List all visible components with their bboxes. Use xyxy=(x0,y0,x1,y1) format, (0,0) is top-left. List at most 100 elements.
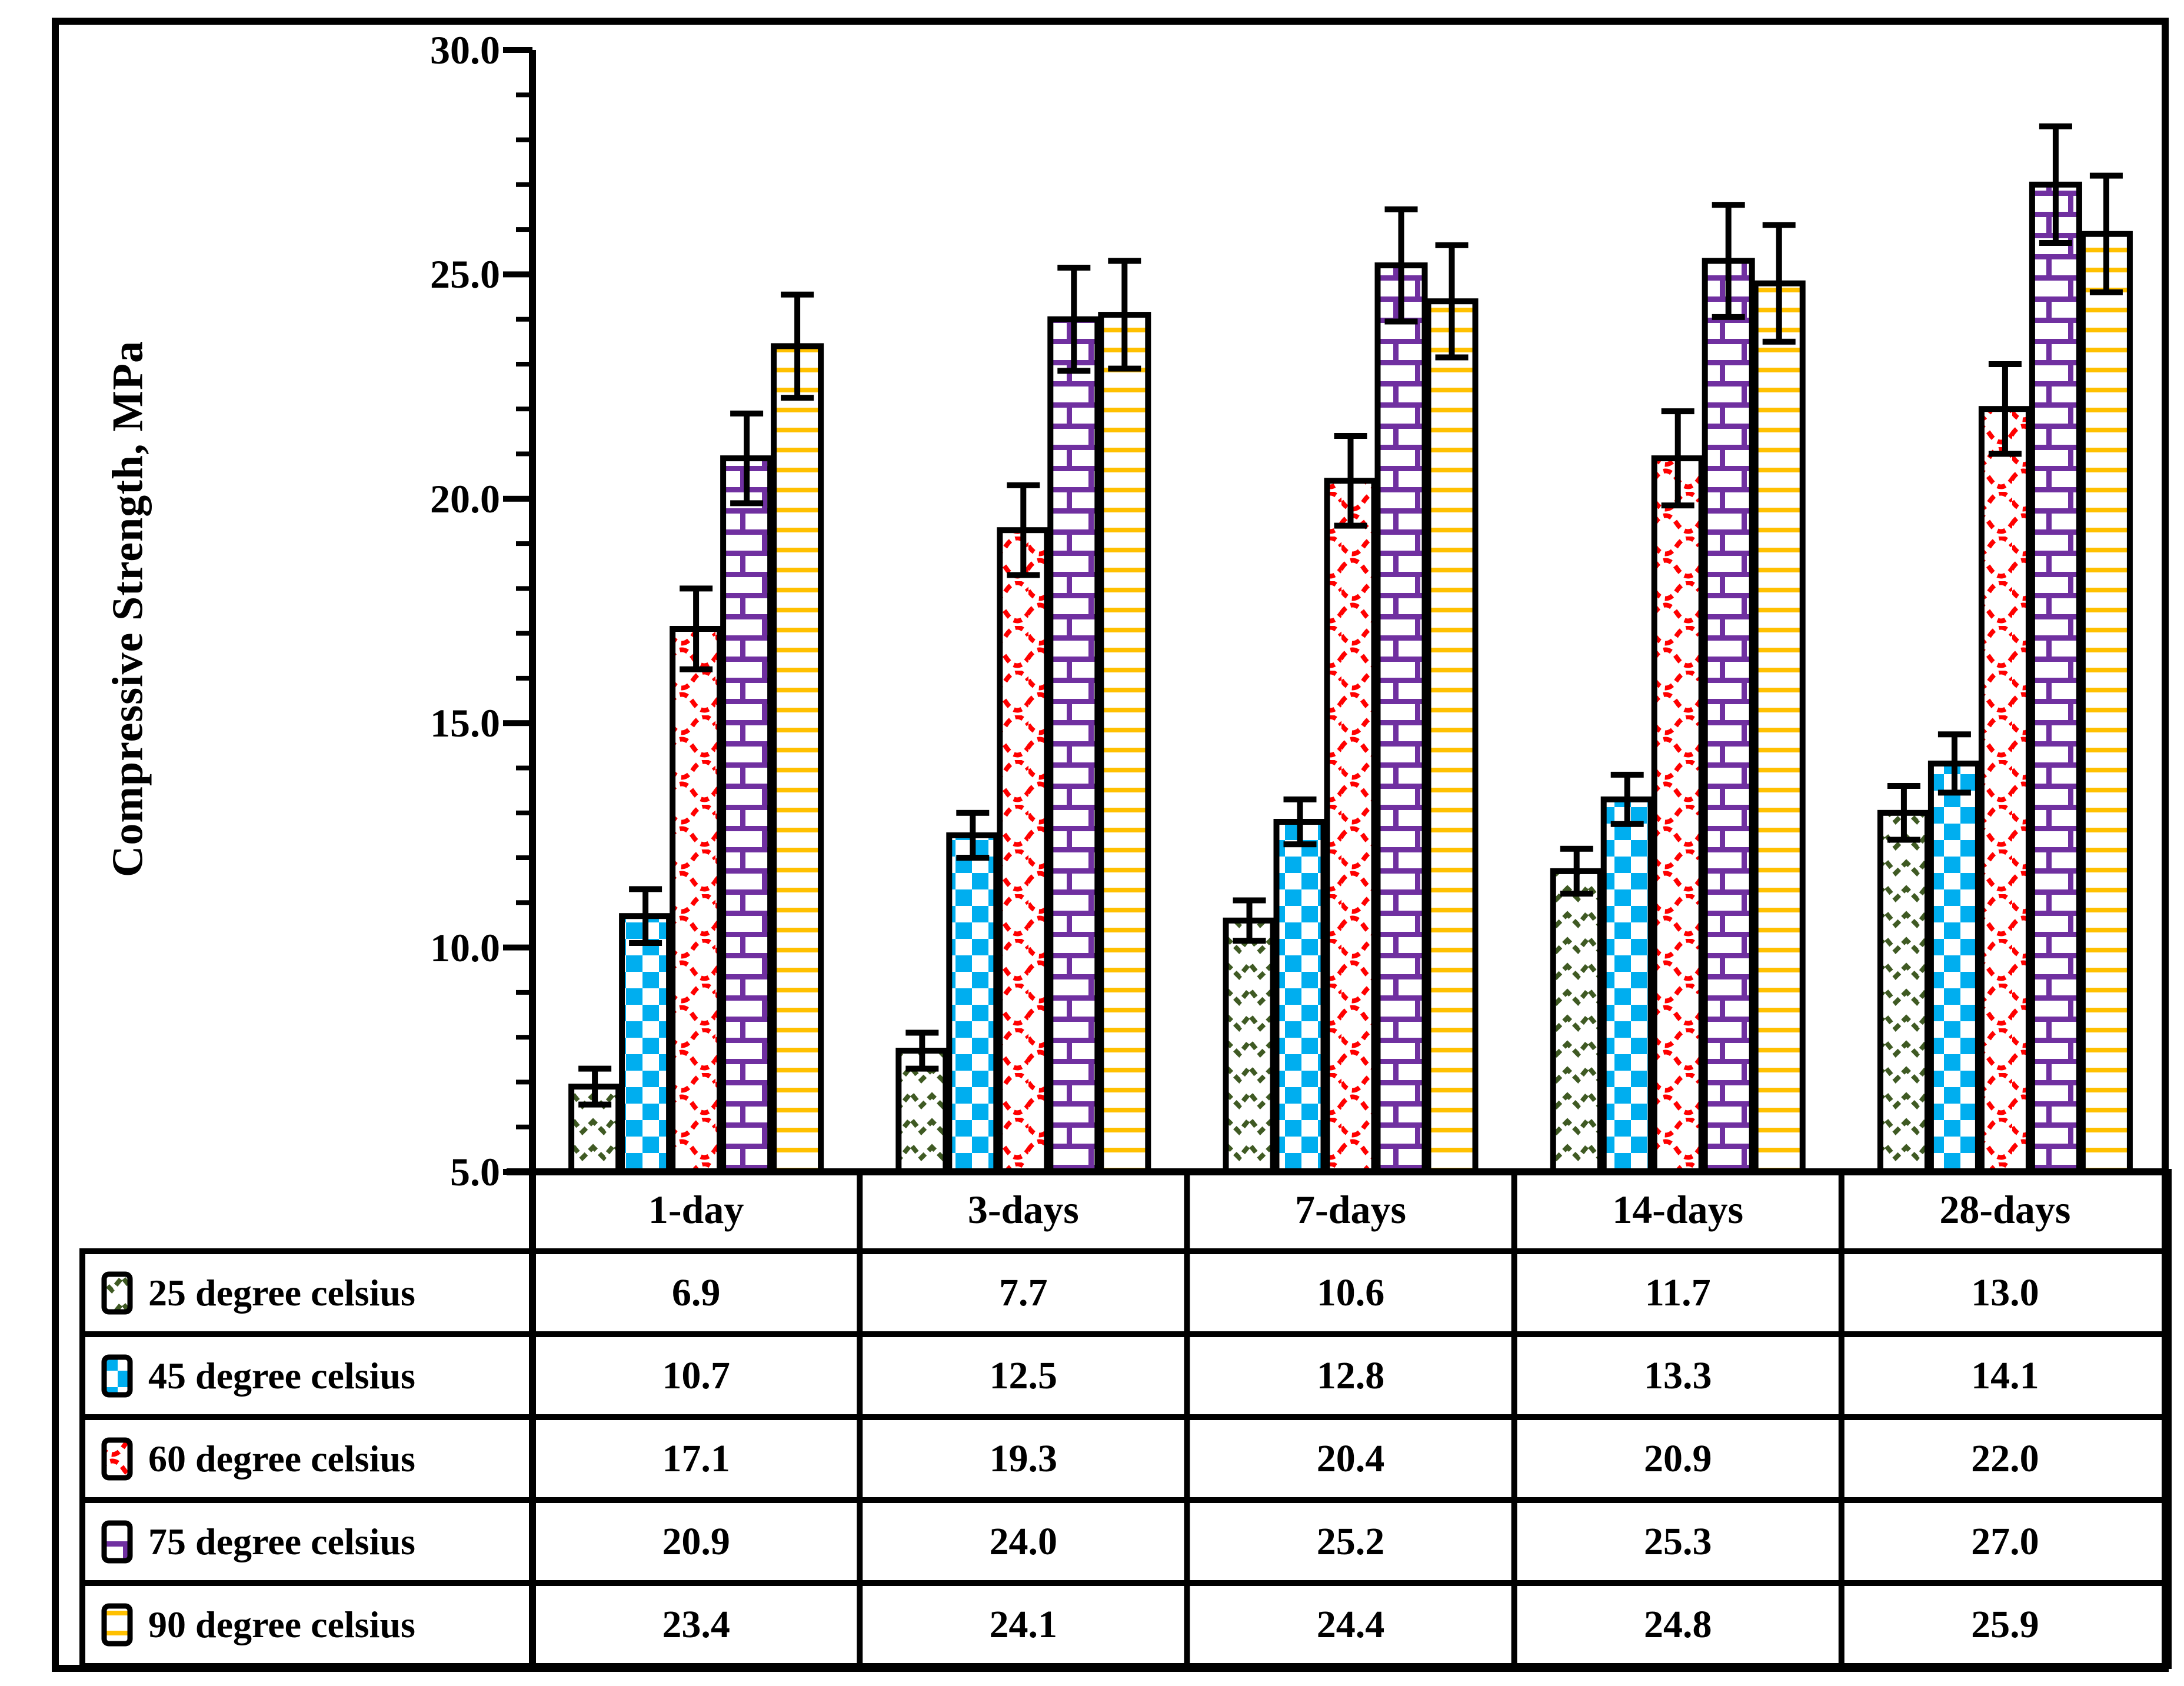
minor-tick xyxy=(516,541,532,547)
bar-45c-1-day xyxy=(619,913,672,1175)
table-value: 10.6 xyxy=(1316,1271,1385,1314)
minor-tick xyxy=(516,227,532,232)
legend-label: 90 degree celsius xyxy=(148,1604,415,1645)
error-bar xyxy=(2089,172,2123,295)
legend-swatch-wave-shingle xyxy=(101,1437,133,1481)
y-tick-label: 5.0 xyxy=(450,1149,500,1194)
bar-60c-1-day xyxy=(670,626,723,1175)
minor-tick xyxy=(516,1079,532,1085)
y-axis-title: Compressive Strength, MPa xyxy=(104,340,152,878)
table-value: 20.9 xyxy=(662,1520,730,1563)
y-tick-label: 25.0 xyxy=(430,252,500,296)
table-value: 27.0 xyxy=(1971,1520,2039,1563)
table-value: 13.3 xyxy=(1643,1354,1712,1397)
bar-75c-28-days xyxy=(2029,181,2082,1175)
minor-tick xyxy=(516,989,532,995)
table-value: 24.1 xyxy=(989,1603,1058,1646)
error-bar xyxy=(1661,408,1694,509)
category-header: 3-days xyxy=(967,1187,1079,1232)
table-vline xyxy=(1511,1169,1517,1669)
table-value: 24.4 xyxy=(1316,1603,1385,1646)
major-tick xyxy=(503,47,532,53)
table-value: 14.1 xyxy=(1971,1354,2039,1397)
bar-90c-3-days xyxy=(1098,312,1151,1175)
category-header: 14-days xyxy=(1612,1187,1744,1232)
bar-45c-14-days xyxy=(1600,796,1654,1175)
table-value: 20.9 xyxy=(1643,1437,1712,1480)
table-value: 12.5 xyxy=(989,1354,1058,1397)
legend-swatch-zigzag-chevron xyxy=(101,1271,133,1315)
table-value: 17.1 xyxy=(662,1437,730,1480)
error-bar xyxy=(578,1065,612,1108)
error-bar xyxy=(956,809,990,861)
minor-tick xyxy=(516,92,532,98)
minor-tick xyxy=(516,855,532,860)
legend-label: 45 degree celsius xyxy=(148,1355,415,1397)
bar-60c-14-days xyxy=(1651,455,1704,1175)
table-value: 24.0 xyxy=(989,1520,1058,1563)
error-bar xyxy=(1887,783,1920,843)
table-vline xyxy=(857,1169,863,1669)
bar-75c-3-days xyxy=(1047,316,1101,1175)
error-bar xyxy=(1712,202,1745,320)
error-bar xyxy=(1283,796,1317,848)
bar-45c-7-days xyxy=(1273,819,1327,1175)
bar-25c-14-days xyxy=(1550,868,1603,1175)
category-header: 7-days xyxy=(1295,1187,1406,1232)
category-header: 1-day xyxy=(648,1187,744,1232)
error-bar xyxy=(1384,206,1418,325)
minor-tick xyxy=(516,1124,532,1129)
table-value: 12.8 xyxy=(1316,1354,1385,1397)
table-value: 25.9 xyxy=(1971,1603,2039,1646)
minor-tick xyxy=(516,137,532,142)
table-value: 13.0 xyxy=(1971,1271,2039,1314)
table-vline xyxy=(1838,1169,1845,1669)
table-value: 23.4 xyxy=(662,1603,730,1646)
legend-swatch-brick xyxy=(101,1520,133,1564)
major-tick xyxy=(503,944,532,951)
table-value: 20.4 xyxy=(1316,1437,1385,1480)
bar-90c-1-day xyxy=(771,343,824,1175)
table-hline xyxy=(79,1248,2172,1254)
bar-45c-28-days xyxy=(1927,760,1981,1175)
minor-tick xyxy=(516,810,532,815)
major-tick xyxy=(503,271,532,278)
legend-swatch-horizontal-lines xyxy=(101,1603,133,1647)
error-bar xyxy=(1007,482,1040,578)
table-value: 25.3 xyxy=(1643,1520,1712,1563)
bar-45c-3-days xyxy=(946,832,1000,1175)
major-tick xyxy=(503,495,532,502)
error-bar xyxy=(1560,845,1593,897)
bar-25c-7-days xyxy=(1223,917,1276,1175)
table-value: 24.8 xyxy=(1643,1603,1712,1646)
y-tick-label: 30.0 xyxy=(430,28,500,72)
table-hline xyxy=(79,1663,2172,1669)
error-bar xyxy=(1762,222,1796,345)
major-tick xyxy=(503,1169,532,1175)
minor-tick xyxy=(516,586,532,591)
legend-swatch-checkerboard xyxy=(101,1354,133,1398)
table-hline xyxy=(79,1580,2172,1586)
table-hline xyxy=(79,1414,2172,1420)
error-bar xyxy=(730,410,764,507)
error-bar xyxy=(1334,433,1367,529)
error-bar xyxy=(1988,361,2022,457)
minor-tick xyxy=(516,765,532,771)
minor-tick xyxy=(516,675,532,681)
legend-label: 25 degree celsius xyxy=(148,1272,415,1314)
error-bar xyxy=(1435,242,1469,361)
table-vline xyxy=(79,1248,85,1669)
error-bar xyxy=(680,585,713,672)
bar-90c-7-days xyxy=(1425,298,1479,1175)
table-hline xyxy=(79,1331,2172,1337)
category-header: 28-days xyxy=(1939,1187,2071,1232)
x-axis-line xyxy=(507,1168,2169,1175)
minor-tick xyxy=(516,631,532,636)
table-value: 25.2 xyxy=(1316,1520,1385,1563)
table-value: 11.7 xyxy=(1644,1271,1711,1314)
minor-tick xyxy=(516,451,532,457)
y-tick-label: 15.0 xyxy=(430,701,500,745)
error-bar xyxy=(1233,897,1266,944)
error-bar xyxy=(905,1029,939,1072)
